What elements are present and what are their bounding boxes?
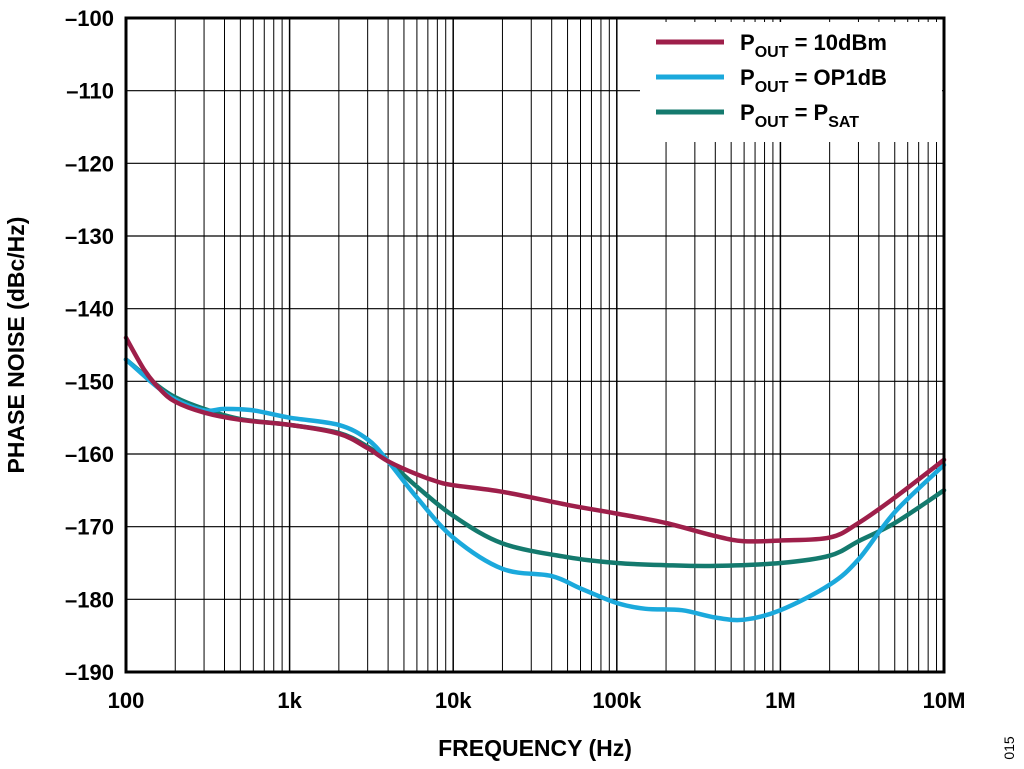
legend: POUT = 10dBm POUT = OP1dB POUT = PSAT xyxy=(640,22,942,142)
y-axis-label: PHASE NOISE (dBc/Hz) xyxy=(3,217,29,474)
plot-frame xyxy=(124,16,946,674)
y-tick-label: –140 xyxy=(65,297,114,322)
x-tick-label: 1M xyxy=(765,688,796,713)
x-tick-label: 1k xyxy=(277,688,302,713)
y-tick-label: –160 xyxy=(65,442,114,467)
figure-number: 015 xyxy=(1001,736,1017,760)
x-tick-label: 100 xyxy=(108,688,145,713)
x-tick-label: 100k xyxy=(592,688,642,713)
y-tick-label: –110 xyxy=(66,79,114,104)
series-line-0 xyxy=(123,335,947,544)
y-tick-labels: –100 –110 –120 –130 –140 –150 –160 –170 –180 –190 xyxy=(65,6,114,685)
series-line-1 xyxy=(123,357,947,623)
x-tick-labels: 100 1k 10k 100k 1M 10M xyxy=(108,688,966,713)
y-tick-label: –130 xyxy=(65,224,114,249)
y-tick-label: –150 xyxy=(65,369,114,394)
x-tick-label: 10M xyxy=(923,688,966,713)
legend-label: POUT = 10dBm xyxy=(740,30,887,61)
y-tick-label: –190 xyxy=(65,660,114,685)
x-axis-label: FREQUENCY (Hz) xyxy=(438,735,632,761)
y-tick-label: –100 xyxy=(65,6,114,31)
y-tick-label: –170 xyxy=(65,515,114,540)
legend-label: POUT = PSAT xyxy=(740,100,859,131)
series-lines xyxy=(123,335,947,623)
series-line-2 xyxy=(123,357,947,569)
y-tick-label: –120 xyxy=(65,151,114,176)
y-tick-label: –180 xyxy=(65,587,114,612)
x-tick-label: 10k xyxy=(435,688,472,713)
legend-label: POUT = OP1dB xyxy=(740,65,887,96)
